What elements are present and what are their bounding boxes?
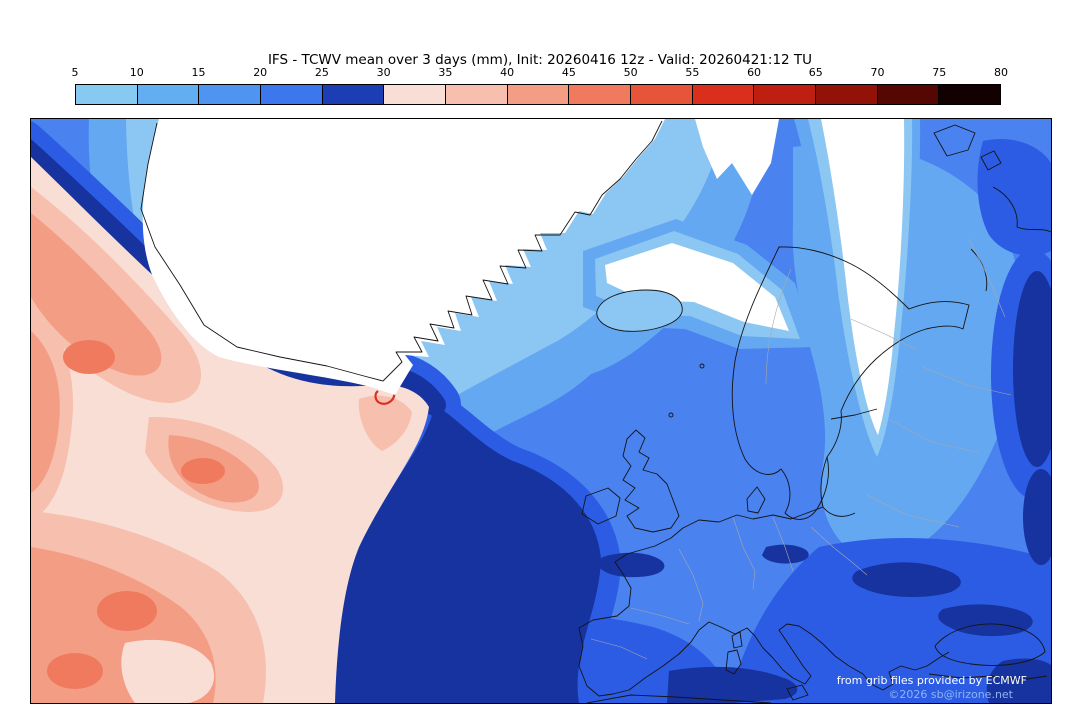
political-border-layer (590, 238, 1012, 660)
region-navy-swirl (331, 405, 601, 703)
map-canvas: from grib files provided by ECMWF ©2026 … (30, 118, 1052, 704)
border-russia-3 (968, 238, 1006, 318)
colorbar-segment (816, 85, 878, 104)
colorbar-tick-label: 80 (994, 66, 1008, 79)
colorbar-tick-label: 50 (623, 66, 638, 79)
colorbar-tick-label: 65 (808, 66, 823, 79)
colorbar-tick-label: 70 (870, 66, 885, 79)
region-navy-balkan-blob (762, 544, 809, 564)
region-coral-3 (47, 653, 103, 689)
colorbar-segment (631, 85, 693, 104)
credit-copyright: ©2026 sb@irizone.net (888, 688, 1013, 701)
colorbar-segment (446, 85, 508, 104)
colorbar-tick-label: 55 (685, 66, 700, 79)
border-russia-2 (866, 494, 960, 528)
baltic-coast-2 (822, 506, 856, 517)
ireland-coastline (581, 487, 621, 525)
region-salmon-west-strip (31, 331, 60, 493)
credit-ecmwf: from grib files provided by ECMWF (836, 674, 1027, 687)
colorbar-segment (507, 85, 570, 104)
border-france-east (678, 548, 704, 622)
colorbar-segment (384, 85, 447, 104)
shetland-islands (668, 412, 674, 418)
border-russia-4 (922, 366, 1012, 396)
baltic-coast-1 (820, 456, 828, 508)
region-navy-alpine-blob (598, 552, 665, 578)
region-white-norwegian-sea (605, 243, 789, 331)
border-finland (850, 318, 916, 350)
sardinia-coastline (725, 649, 742, 675)
region-navy-bottom-strip (667, 666, 798, 703)
baltic-south-coast (736, 506, 824, 520)
region-coral-1 (63, 340, 115, 374)
corsica-coastline (731, 631, 743, 649)
border-ukraine (810, 526, 868, 576)
turkey-coastline (928, 673, 1048, 681)
colorbar-ticks: 5 10 15 20 25 30 35 40 45 50 55 60 65 70 75 80 (71, 66, 1009, 80)
scandinavia-coastline (731, 246, 970, 520)
region-coral-2 (97, 591, 157, 631)
colorbar-segment (261, 85, 323, 104)
faroe-islands (699, 363, 705, 369)
colorbar-tick-label: 25 (314, 66, 329, 79)
region-white-arctic-notch (695, 119, 779, 195)
region-coral-4 (181, 458, 225, 484)
colorbar-segment (322, 85, 385, 104)
britain-coastline (622, 429, 680, 533)
russia-arctic-coast (992, 186, 1051, 233)
region-white-greenland-arctic (142, 119, 665, 395)
region-navy-corner-se (986, 658, 1051, 703)
region-deep-southeast (729, 537, 1051, 703)
colorbar-tick-label: 10 (129, 66, 144, 79)
colorbar-segment (692, 85, 755, 104)
region-pinklight-tip (358, 395, 412, 451)
colorbar-segment (137, 85, 200, 104)
colorbar-segment (754, 85, 817, 104)
region-navy-right-edge-1 (1013, 271, 1051, 467)
north-africa-coast (586, 694, 772, 703)
black-sea-coastline (934, 623, 1046, 666)
colorbar-tick-label: 5 (71, 66, 79, 79)
colorbar-tick-label: 35 (438, 66, 453, 79)
colorbar-segment (939, 85, 1001, 104)
colorbar-tick-label: 40 (500, 66, 515, 79)
svalbard-island-2 (980, 150, 1002, 171)
colorbar-tick-label: 15 (191, 66, 206, 79)
greenland-coastline (140, 120, 663, 382)
sicily-coastline (786, 684, 809, 701)
gulf-of-finland-coast (830, 408, 878, 420)
svalbard-coastline (933, 124, 976, 157)
colorbar-tick-label: 75 (932, 66, 947, 79)
region-salmon-upper (31, 213, 162, 376)
tcwv-contour-map (31, 119, 1051, 703)
border-norway-sweden (765, 268, 792, 385)
border-germany (732, 516, 756, 590)
colorbar-tick-label: 20 (253, 66, 268, 79)
contour-fill-layer (31, 119, 1051, 703)
region-deep-topright (977, 139, 1051, 256)
border-pyrenees (630, 607, 690, 625)
colorbar-segment (199, 85, 262, 104)
colorbar-tick-label: 45 (561, 66, 576, 79)
colorbar-segment (569, 85, 632, 104)
page-title: IFS - TCWV mean over 3 days (mm), Init: … (267, 52, 813, 68)
coastline-layer (140, 120, 1051, 703)
colorbar-tick-label: 60 (747, 66, 762, 79)
colorbar-tick-label: 30 (376, 66, 391, 79)
colorbar-segment (877, 85, 940, 104)
border-poland (772, 516, 794, 572)
region-white-dry-tongue (821, 119, 905, 435)
colorbar-segments (75, 84, 1001, 105)
region-navy-right-edge-2 (1023, 469, 1051, 565)
colorbar-segment (76, 85, 138, 104)
border-iberia (590, 638, 648, 660)
region-pale-hole-sw (121, 639, 215, 703)
denmark-coastline (746, 486, 766, 514)
border-russia-1 (888, 418, 980, 454)
region-navy-blacksea-1 (852, 562, 961, 598)
iceland-landmass (596, 289, 683, 332)
